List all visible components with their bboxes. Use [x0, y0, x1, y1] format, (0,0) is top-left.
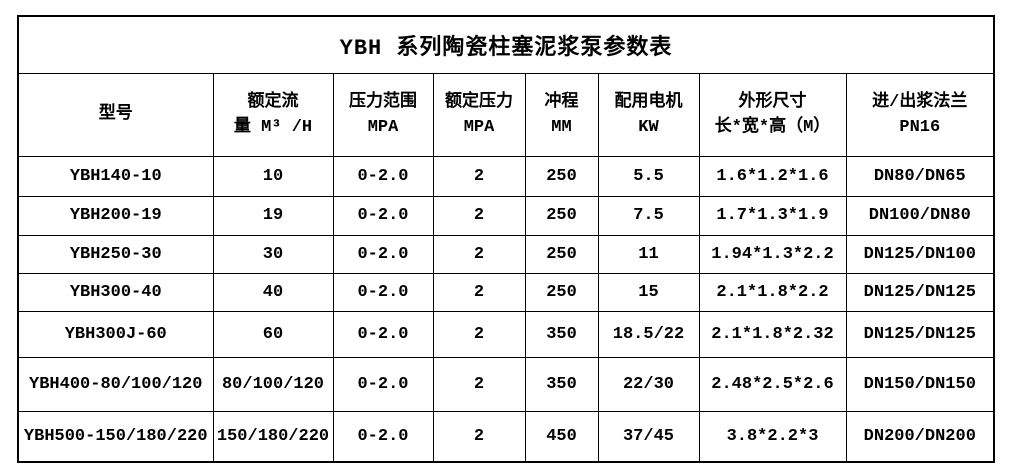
cell-motor-power: 22/30	[597, 356, 700, 412]
cell-rated-pressure: 2	[432, 234, 526, 274]
header-row: 型号 额定流 量 M³ /H 压力范围 MPA 额定压力 MPA 冲程 MM 配…	[17, 72, 995, 157]
column-header-stroke: 冲程 MM	[524, 72, 599, 157]
cell-rated-pressure: 2	[432, 310, 526, 358]
cell-stroke: 350	[524, 356, 599, 412]
cell-stroke: 250	[524, 155, 599, 197]
cell-motor-power: 7.5	[597, 195, 700, 236]
cell-model: YBH250-30	[17, 234, 214, 274]
cell-dimensions: 1.94*1.3*2.2	[698, 234, 847, 274]
table-row: YBH300J-60 60 0-2.0 2 350 18.5/22 2.1*1.…	[17, 310, 995, 358]
cell-dimensions: 2.1*1.8*2.32	[698, 310, 847, 358]
header-line: PN16	[899, 117, 941, 137]
cell-pressure-range: 0-2.0	[332, 234, 434, 274]
header-line: 型号	[98, 105, 133, 124]
column-header-motor-power: 配用电机 KW	[597, 72, 700, 157]
header-line: 量 M³ /H	[233, 117, 313, 137]
cell-dimensions: 2.48*2.5*2.6	[698, 356, 847, 412]
cell-flange: DN150/DN150	[845, 356, 995, 412]
cell-rated-pressure: 2	[432, 272, 526, 312]
header-line: 冲程	[544, 92, 579, 112]
header-line: 额定流	[247, 92, 299, 112]
column-header-dimensions: 外形尺寸 长*宽*高（M）	[698, 72, 847, 157]
cell-rated-flow: 19	[212, 195, 334, 236]
cell-flange: DN80/DN65	[845, 155, 995, 197]
table-title: YBH 系列陶瓷柱塞泥浆泵参数表	[17, 15, 995, 74]
cell-stroke: 350	[524, 310, 599, 358]
header-line: 额定压力	[445, 92, 513, 112]
table-row: YBH500-150/180/220 150/180/220 0-2.0 2 4…	[17, 410, 995, 463]
cell-rated-pressure: 2	[432, 410, 526, 463]
cell-dimensions: 3.8*2.2*3	[698, 410, 847, 463]
table-row: YBH400-80/100/120 80/100/120 0-2.0 2 350…	[17, 356, 995, 412]
pump-spec-table: YBH 系列陶瓷柱塞泥浆泵参数表 型号 额定流 量 M³ /H 压力范围 MPA…	[17, 15, 996, 463]
cell-motor-power: 5.5	[597, 155, 700, 197]
cell-stroke: 250	[524, 234, 599, 274]
cell-rated-flow: 40	[212, 272, 334, 312]
cell-model: YBH200-19	[17, 195, 214, 236]
column-header-pressure-range: 压力范围 MPA	[332, 72, 434, 157]
column-header-flange: 进/出浆法兰 PN16	[845, 72, 995, 157]
table-row: YBH200-19 19 0-2.0 2 250 7.5 1.7*1.3*1.9…	[17, 195, 995, 236]
header-line: 长*宽*高（M）	[714, 117, 831, 137]
cell-motor-power: 15	[597, 272, 700, 312]
cell-pressure-range: 0-2.0	[332, 195, 434, 236]
cell-flange: DN100/DN80	[845, 195, 995, 236]
cell-pressure-range: 0-2.0	[332, 410, 434, 463]
cell-rated-pressure: 2	[432, 195, 526, 236]
cell-motor-power: 37/45	[597, 410, 700, 463]
cell-dimensions: 1.7*1.3*1.9	[698, 195, 847, 236]
header-line: 进/出浆法兰	[872, 92, 968, 112]
cell-rated-flow: 30	[212, 234, 334, 274]
header-line: MM	[551, 117, 572, 137]
cell-pressure-range: 0-2.0	[332, 310, 434, 358]
table-row: YBH250-30 30 0-2.0 2 250 11 1.94*1.3*2.2…	[17, 234, 995, 274]
cell-stroke: 450	[524, 410, 599, 463]
column-header-model: 型号	[17, 72, 214, 157]
table-row: YBH140-10 10 0-2.0 2 250 5.5 1.6*1.2*1.6…	[17, 155, 995, 197]
cell-dimensions: 1.6*1.2*1.6	[698, 155, 847, 197]
cell-model: YBH300J-60	[17, 310, 214, 358]
cell-flange: DN125/DN125	[845, 310, 995, 358]
cell-model: YBH140-10	[17, 155, 214, 197]
cell-model: YBH400-80/100/120	[17, 356, 214, 412]
table-row: YBH300-40 40 0-2.0 2 250 15 2.1*1.8*2.2 …	[17, 272, 995, 312]
column-header-rated-pressure: 额定压力 MPA	[432, 72, 526, 157]
cell-rated-flow: 150/180/220	[212, 410, 334, 463]
cell-dimensions: 2.1*1.8*2.2	[698, 272, 847, 312]
cell-rated-pressure: 2	[432, 356, 526, 412]
cell-motor-power: 18.5/22	[597, 310, 700, 358]
cell-motor-power: 11	[597, 234, 700, 274]
cell-flange: DN200/DN200	[845, 410, 995, 463]
header-line: MPA	[463, 117, 495, 137]
header-line: 配用电机	[614, 92, 683, 112]
cell-pressure-range: 0-2.0	[332, 155, 434, 197]
cell-rated-flow: 80/100/120	[212, 356, 334, 412]
cell-pressure-range: 0-2.0	[332, 272, 434, 312]
header-line: 压力范围	[349, 92, 417, 112]
cell-rated-flow: 10	[212, 155, 334, 197]
cell-rated-flow: 60	[212, 310, 334, 358]
cell-stroke: 250	[524, 272, 599, 312]
cell-flange: DN125/DN100	[845, 234, 995, 274]
column-header-rated-flow: 额定流 量 M³ /H	[212, 72, 334, 157]
cell-pressure-range: 0-2.0	[332, 356, 434, 412]
cell-model: YBH300-40	[17, 272, 214, 312]
cell-flange: DN125/DN125	[845, 272, 995, 312]
cell-model: YBH500-150/180/220	[17, 410, 214, 463]
header-line: KW	[638, 117, 659, 137]
header-line: 外形尺寸	[738, 92, 807, 112]
title-row: YBH 系列陶瓷柱塞泥浆泵参数表	[17, 15, 995, 74]
header-line: MPA	[367, 117, 399, 137]
cell-rated-pressure: 2	[432, 155, 526, 197]
cell-stroke: 250	[524, 195, 599, 236]
